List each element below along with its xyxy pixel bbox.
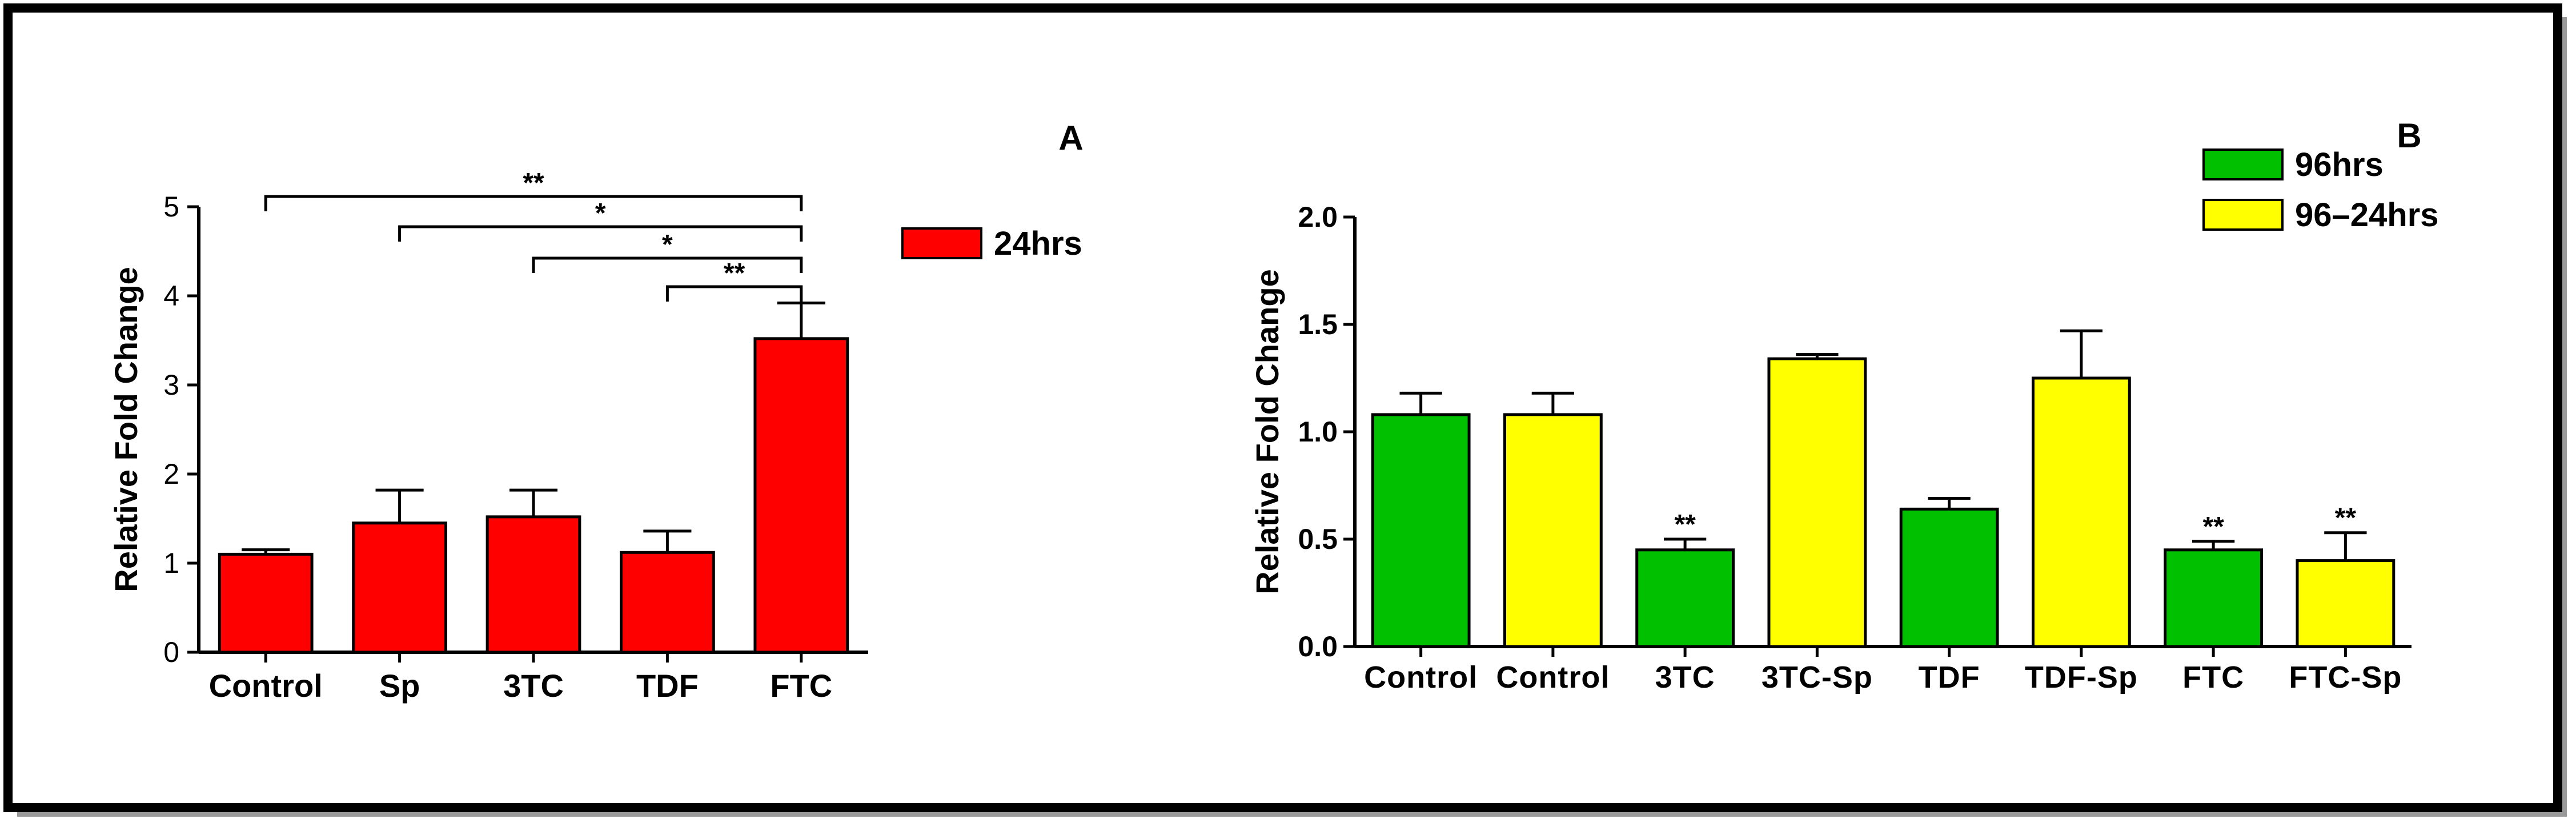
panel-b-category-label-1-control: Control <box>1496 660 1610 694</box>
panel-b-category-label-6-ftc: FTC <box>2182 660 2244 694</box>
significance-label-b-7-ftc-sp: ** <box>2335 503 2357 533</box>
panel-a-category-label-control: Control <box>209 668 323 704</box>
significance-bracket-tdf-ftc <box>665 285 803 302</box>
panel-b: B 0.0 0.5 1.0 1.5 2.0 Relative Fold Change Con… <box>1249 117 2439 694</box>
panel-a-axes: 0 1 2 3 4 5 Relative Fold Change Control Sp 3TC TD… <box>108 191 868 704</box>
panel-b-category-label-5-tdf-sp: TDF-Sp <box>2025 660 2138 694</box>
legend-swatch-24hrs <box>901 227 982 259</box>
panel-b-y-tick-label: 0.5 <box>1298 523 1338 555</box>
bar-a-sp <box>352 521 447 654</box>
panel-a-category-label-ftc: FTC <box>770 668 832 704</box>
legend-label-96-24hrs: 96–24hrs <box>2295 196 2439 234</box>
significance-label-3tc-ftc: * <box>662 230 673 260</box>
legend-swatch-96-24hrs <box>2202 199 2284 231</box>
significance-label-b-2-3tc: ** <box>1674 509 1696 540</box>
panel-a-y-tick-label: 0 <box>163 636 179 668</box>
legend-label-96hrs: 96hrs <box>2295 146 2384 183</box>
panel-a-y-tick-label: 2 <box>163 458 179 490</box>
panel-a-label: A <box>1058 119 1083 157</box>
panel-a-comparisons: ****** <box>264 168 803 302</box>
panel-b-category-label-2-3tc: 3TC <box>1655 660 1715 694</box>
panel-a-category-label-sp: Sp <box>379 668 420 704</box>
panel-b-category-label-7-ftc-sp: FTC-Sp <box>2289 660 2402 694</box>
panel-b-y-tick-label: 2.0 <box>1298 201 1338 233</box>
panel-a-category-label-3tc: 3TC <box>503 668 564 704</box>
significance-label-tdf-ftc: ** <box>724 258 745 288</box>
panel-b-category-label-3-3tc-sp: 3TC-Sp <box>1762 660 1873 694</box>
significance-label-sp-ftc: * <box>595 198 606 228</box>
significance-bracket-control-ftc <box>264 195 803 211</box>
bar-b-6-ftc <box>2164 548 2264 648</box>
significance-label-b-6-ftc: ** <box>2202 512 2224 542</box>
panel-b-category-label-4-tdf: TDF <box>1919 660 1980 694</box>
panel-b-category-label-0-control: Control <box>1364 660 1478 694</box>
panel-b-legend: 96hrs 96–24hrs <box>2202 146 2439 234</box>
panel-a-y-tick-label: 3 <box>163 369 179 401</box>
panel-b-y-axis-title: Relative Fold Change <box>1249 269 1285 594</box>
panel-a-category-label-tdf: TDF <box>636 668 699 704</box>
frame <box>3 3 2562 812</box>
bar-b-7-ftc-sp <box>2296 559 2396 648</box>
panel-b-axes: 0.0 0.5 1.0 1.5 2.0 Relative Fold Change Contr… <box>1249 201 2412 694</box>
bar-b-0-control <box>1371 413 1471 648</box>
panel-b-y-tick-label: 1.5 <box>1298 308 1338 340</box>
panel-b-label: B <box>2397 117 2421 155</box>
bar-b-3-3tc-sp <box>1767 357 1867 648</box>
panel-a-y-axis-title: Relative Fold Change <box>108 267 144 592</box>
panel-b-y-tick-label: 0.0 <box>1298 631 1338 663</box>
significance-bracket-3tc-ftc <box>532 256 803 273</box>
panel-a-y-tick-label: 5 <box>163 191 179 223</box>
legend-swatch-96hrs <box>2202 148 2284 180</box>
bar-b-5-tdf-sp <box>2031 376 2131 648</box>
legend-label-24hrs: 24hrs <box>994 225 1082 262</box>
bar-a-3tc <box>485 515 581 654</box>
panel-a-legend: 24hrs <box>901 225 1082 262</box>
bar-b-1-control <box>1503 413 1603 648</box>
significance-label-control-ftc: ** <box>523 168 544 198</box>
bar-a-ftc <box>753 337 849 654</box>
panel-a-y-tick-label: 1 <box>163 547 179 579</box>
panel-a-bars <box>218 301 849 654</box>
bar-a-tdf <box>620 551 715 654</box>
panel-b-bars: ** ** ** <box>1371 329 2396 648</box>
panel-b-y-tick-label: 1.0 <box>1298 416 1338 448</box>
panel-a-y-tick-label: 4 <box>163 280 179 312</box>
bar-a-control <box>218 552 314 654</box>
bar-b-2-3tc <box>1635 548 1735 648</box>
significance-bracket-sp-ftc <box>398 225 803 242</box>
panel-a: A 0 1 2 3 4 5 Relative Fold Change Control Sp 3TC… <box>108 119 1084 704</box>
bar-b-4-tdf <box>1899 507 1999 648</box>
